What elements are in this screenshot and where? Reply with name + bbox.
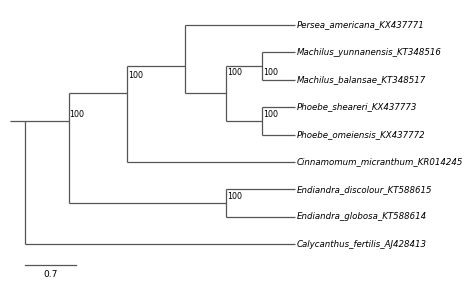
- Text: Phoebe_sheareri_KX437773: Phoebe_sheareri_KX437773: [297, 103, 417, 112]
- Text: Calycanthus_fertilis_AJ428413: Calycanthus_fertilis_AJ428413: [297, 240, 427, 249]
- Text: Cinnamomum_micranthum_KR014245: Cinnamomum_micranthum_KR014245: [297, 157, 463, 166]
- Text: 100: 100: [70, 110, 85, 119]
- Text: 100: 100: [263, 68, 278, 77]
- Text: Endiandra_globosa_KT588614: Endiandra_globosa_KT588614: [297, 212, 427, 221]
- Text: Endiandra_discolour_KT588615: Endiandra_discolour_KT588615: [297, 185, 432, 194]
- Text: 100: 100: [227, 68, 242, 77]
- Text: 100: 100: [227, 192, 242, 201]
- Text: 100: 100: [128, 70, 143, 80]
- Text: Machilus_yunnanensis_KT348516: Machilus_yunnanensis_KT348516: [297, 48, 442, 57]
- Text: 0.7: 0.7: [43, 270, 57, 279]
- Text: 100: 100: [263, 110, 278, 119]
- Text: Machilus_balansae_KT348517: Machilus_balansae_KT348517: [297, 75, 426, 84]
- Text: Persea_americana_KX437771: Persea_americana_KX437771: [297, 20, 425, 29]
- Text: Phoebe_omeiensis_KX437772: Phoebe_omeiensis_KX437772: [297, 130, 426, 139]
